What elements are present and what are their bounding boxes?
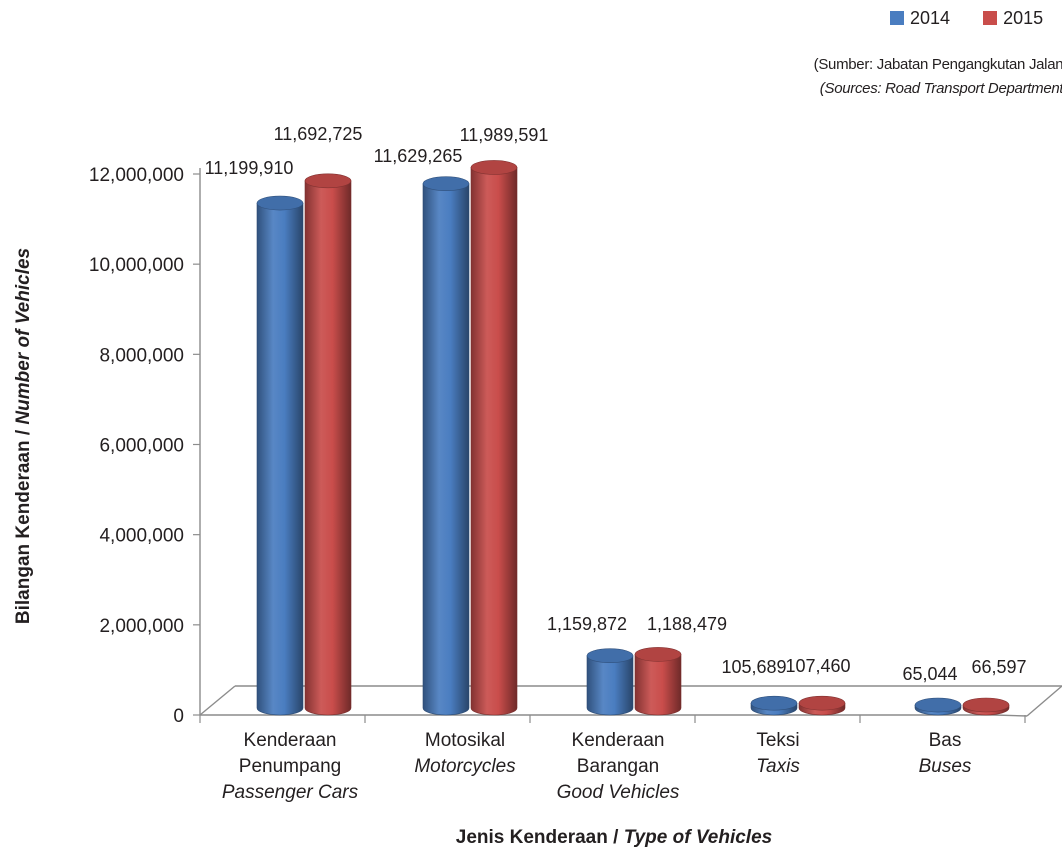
x-category-label-english: Buses (919, 756, 972, 777)
legend-item-2015: 2015 (983, 8, 1043, 29)
data-label-2014-0: 11,199,910 (205, 158, 294, 178)
data-label-2015-4: 66,597 (971, 657, 1026, 677)
legend-swatch-2014 (890, 11, 904, 25)
data-label-2015-0: 11,692,725 (274, 124, 363, 144)
bar-top-2014-4 (914, 697, 962, 713)
data-label-2015-1: 11,989,591 (460, 125, 549, 145)
y-tick-label: 8,000,000 (99, 345, 184, 366)
bar-top-2015-4 (962, 697, 1010, 713)
x-category-label: Bas (929, 730, 962, 751)
bar-2014-1 (422, 183, 470, 716)
legend-swatch-2015 (983, 11, 998, 25)
x-category-label: Teksi (756, 730, 799, 751)
y-tick-label: 12,000,000 (89, 165, 184, 186)
y-tick-label: 4,000,000 (99, 526, 184, 547)
bar-top-2015-1 (470, 160, 518, 175)
legend: 2014 2015 (890, 8, 1062, 29)
bar-2015-2 (634, 654, 682, 716)
x-category-label-english: Motorcycles (414, 756, 516, 777)
x-category-label: Barangan (577, 756, 659, 777)
bar-top-2014-1 (422, 176, 470, 192)
source-note-english: (Sources: Road Transport Department) (819, 80, 1062, 97)
floor-left-edge (199, 685, 236, 716)
legend-label-2014: 2014 (910, 8, 951, 28)
data-label-2014-3: 105,689 (721, 657, 786, 677)
data-label-2014-4: 65,044 (902, 664, 957, 684)
source-note-malay: (Sumber: Jabatan Pengangkutan Jalan) (813, 56, 1062, 73)
bar-top-2015-0 (304, 173, 352, 189)
bar-top-2014-3 (750, 695, 798, 711)
floor-right-edge (1026, 685, 1062, 717)
bar-2015-1 (470, 167, 518, 716)
x-category-label-english: Taxis (756, 756, 800, 777)
bar-top-2014-2 (586, 648, 634, 664)
y-tick-label: 10,000,000 (89, 255, 184, 276)
y-tick-label: 6,000,000 (99, 436, 184, 457)
bar-top-2015-2 (634, 647, 682, 662)
bar-top-2014-0 (256, 195, 304, 211)
legend-label-2015: 2015 (1003, 8, 1044, 28)
x-category-label-english: Good Vehicles (557, 782, 680, 803)
x-axis-title: Jenis Kenderaan / Type of Vehicles (456, 827, 772, 848)
x-category-label: Kenderaan (244, 730, 337, 751)
x-category-label: Penumpang (239, 756, 341, 777)
x-category-label-english: Passenger Cars (222, 782, 359, 803)
data-label-2015-3: 107,460 (785, 656, 850, 676)
floor-front-right (994, 714, 1028, 717)
x-category-label: Motosikal (425, 730, 505, 751)
y-tick-label: 2,000,000 (99, 616, 184, 637)
data-label-2014-1: 11,629,265 (374, 146, 463, 166)
data-label-2014-2: 1,159,872 (547, 614, 627, 634)
y-axis-title: Bilangan Kenderaan / Number of Vehicles (13, 248, 34, 624)
x-category-label: Kenderaan (572, 730, 665, 751)
bar-2014-2 (586, 655, 634, 716)
bar-2015-0 (304, 180, 352, 716)
legend-item-2014: 2014 (890, 8, 950, 29)
bar-2014-0 (256, 202, 304, 716)
data-label-2015-2: 1,188,479 (647, 614, 727, 634)
bar-top-2015-3 (798, 695, 846, 711)
y-tick-label: 0 (173, 706, 184, 727)
